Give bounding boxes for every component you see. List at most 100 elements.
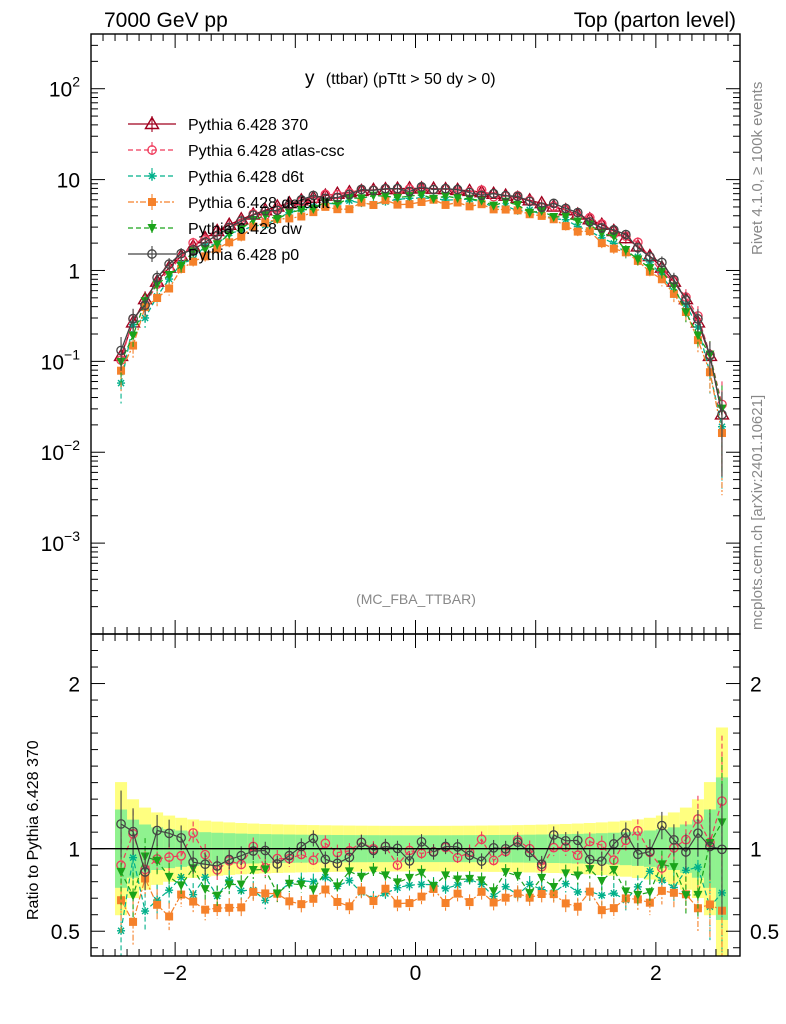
data-point <box>524 196 535 207</box>
y-tick-base: 10 <box>41 442 64 465</box>
data-point <box>681 295 691 305</box>
legend-label: Pythia 6.428 d6t <box>188 169 304 186</box>
data-point <box>609 244 618 253</box>
ratio-point <box>548 830 559 840</box>
data-point <box>584 217 595 227</box>
legend-entry: Pythia 6.428 p0 <box>128 246 299 264</box>
ratio-point <box>525 889 535 899</box>
ratio-point <box>464 850 475 861</box>
ratio-point <box>476 856 487 866</box>
data-point <box>669 274 679 285</box>
ratio-point <box>501 893 510 902</box>
ratio-series-line <box>120 857 723 931</box>
legend-marker <box>144 116 160 130</box>
header-left: 7000 GeV pp <box>104 9 228 32</box>
legend-entry: Pythia 6.428 atlas-csc <box>128 142 345 160</box>
ratio-point <box>645 846 655 857</box>
y-tick-base: 1 <box>68 260 80 283</box>
ratio-series-line <box>120 876 723 924</box>
ratio-series-pythia-6-428-p0 <box>116 783 727 915</box>
ratio-point <box>189 897 198 906</box>
ratio-point <box>200 859 211 870</box>
data-point <box>465 194 475 204</box>
ratio-point <box>609 865 619 875</box>
y-tick-exp: −2 <box>64 437 80 453</box>
ratio-point <box>272 859 283 869</box>
ratio-point <box>212 861 223 871</box>
x-tick-label: −2 <box>163 962 187 985</box>
plot-title-sub: (ttbar) (pTtt > 50 dy > 0) <box>326 71 496 88</box>
data-point <box>356 194 366 204</box>
ratio-point <box>308 833 319 844</box>
ratio-point <box>320 854 331 865</box>
ratio-y-tick-label-right: 1 <box>750 839 762 862</box>
data-point <box>608 225 619 235</box>
data-point <box>248 210 259 220</box>
ratio-point <box>380 841 391 852</box>
ratio-point <box>453 889 462 898</box>
data-point <box>572 207 583 218</box>
legend-label: Pythia 6.428 default <box>188 195 330 212</box>
y-tick-exp: 2 <box>72 74 80 90</box>
header-right: Top (parton level) <box>574 9 736 32</box>
ratio-point <box>164 828 174 839</box>
ratio-point <box>645 888 655 898</box>
ratio-point <box>657 860 667 870</box>
data-point <box>693 331 703 341</box>
ratio-y-tick-label: 2 <box>68 674 80 697</box>
ratio-point <box>632 825 643 836</box>
data-point <box>308 190 319 201</box>
ratio-point <box>621 887 631 897</box>
ratio-point <box>705 841 715 852</box>
y-tick-exp: −3 <box>64 528 80 544</box>
plot-title-main: y <box>305 68 315 89</box>
ratio-series-line <box>120 823 723 875</box>
x-axis: −2 0 2 <box>102 634 729 985</box>
ratio-y-tick-label-right: 2 <box>750 674 762 697</box>
series-pythia-6-428-p0 <box>116 181 727 477</box>
y-tick-label: 10−3 <box>41 528 81 556</box>
data-point <box>441 200 450 209</box>
data-point <box>224 222 235 233</box>
ratio-point <box>657 886 666 895</box>
star-stroke <box>148 172 156 180</box>
ratio-point <box>165 912 174 921</box>
ratio-y-tick-label: 0.5 <box>51 921 80 944</box>
ratio-point <box>176 832 186 843</box>
ratio-point <box>344 867 354 877</box>
data-point <box>200 237 211 247</box>
main-series-group <box>113 180 730 496</box>
x-tick-label: 0 <box>410 962 422 985</box>
ratio-point <box>488 855 499 866</box>
legend-entry: Pythia 6.428 dw <box>128 220 302 238</box>
data-point <box>284 200 295 210</box>
data-point <box>212 230 223 241</box>
data-point <box>597 239 606 248</box>
ratio-point <box>224 880 234 890</box>
star-stroke <box>610 889 618 897</box>
data-point <box>128 313 138 324</box>
rivet-label: Rivet 4.1.0, ≥ 100k events <box>749 82 766 255</box>
ratio-point <box>344 852 355 863</box>
ratio-point <box>693 828 703 839</box>
ratio-point <box>297 900 306 909</box>
data-point <box>404 192 414 202</box>
ratio-point <box>596 856 607 867</box>
data-point <box>645 251 655 262</box>
y-tick-label: 10−2 <box>41 437 81 465</box>
legend-marker <box>148 172 156 180</box>
ratio-point <box>188 857 199 868</box>
y-tick-label: 10 <box>57 170 80 193</box>
ratio-point <box>404 856 415 866</box>
data-point <box>657 257 667 268</box>
ratio-point <box>296 880 306 890</box>
ratio-point <box>669 834 679 845</box>
ratio-point <box>536 859 547 870</box>
ratio-point <box>584 836 595 847</box>
data-point <box>188 244 199 255</box>
ratio-point <box>513 889 522 898</box>
ratio-point <box>152 825 162 836</box>
ratio-point <box>477 876 487 886</box>
